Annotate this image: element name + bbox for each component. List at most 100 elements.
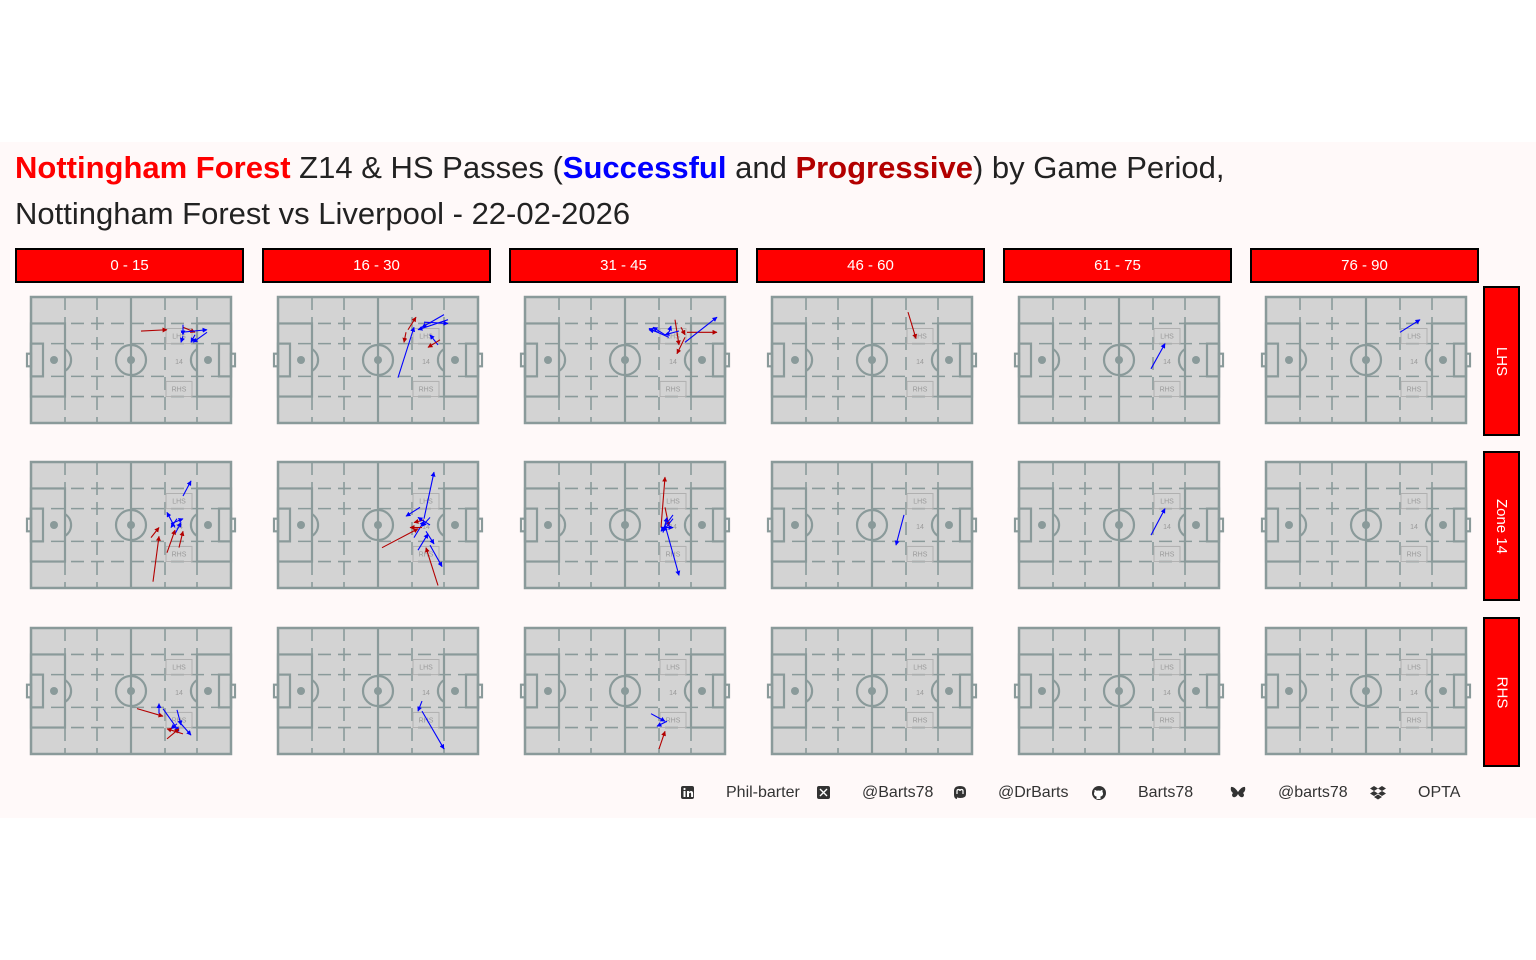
penalty-spot-right (1439, 687, 1447, 695)
zone-box-lhs (1400, 328, 1428, 345)
zone-box-lhs (906, 659, 934, 676)
successful-pass-arrow (179, 335, 185, 343)
goal-left (766, 517, 774, 533)
zone-label-rhs: RHS (1160, 551, 1175, 558)
zone-box-lhs (1400, 659, 1428, 676)
centre-circle (608, 508, 642, 542)
zone-box-lhs (165, 493, 193, 510)
progressive-pass-arrow (660, 476, 668, 528)
zone-strip-zone14: Zone 14 (1483, 451, 1520, 601)
zone-label-lhs: LHS (419, 499, 433, 506)
zone-label-lhs: LHS (913, 334, 927, 341)
penalty-spot-left (791, 521, 799, 529)
successful-pass-arrow (429, 544, 443, 568)
successful-pass-arrow (192, 331, 208, 343)
penalty-arc-right (189, 679, 198, 703)
zone-box-lhs (1153, 659, 1181, 676)
progressive-pass-arrow (150, 527, 160, 538)
zone-label-14: 14 (1410, 359, 1418, 366)
penalty-arc-right (436, 679, 445, 703)
zone-label-lhs: LHS (1160, 665, 1174, 672)
penalty-spot-right (204, 687, 212, 695)
zone-label-14: 14 (1410, 524, 1418, 531)
bluesky-icon (1230, 786, 1246, 798)
penalty-spot-left (1038, 356, 1046, 364)
penalty-spot-right (945, 687, 953, 695)
successful-pass-arrow (180, 723, 192, 736)
zone-label-14: 14 (422, 690, 430, 697)
successful-pass-arrow (667, 325, 673, 333)
centre-spot (1362, 687, 1370, 695)
penalty-arc-right (930, 679, 939, 703)
successful-pass-arrow (429, 334, 439, 346)
goal-right (476, 352, 484, 368)
penalty-arc-right (683, 513, 692, 537)
successful-pass-arrow (660, 514, 674, 532)
centre-circle (855, 674, 889, 708)
penalty-arc-left (558, 348, 567, 372)
zone-label-rhs: RHS (666, 386, 681, 393)
zone-strip-rhs: RHS (1483, 617, 1520, 767)
zone-box-lhs (659, 328, 687, 345)
zone-label-14: 14 (669, 690, 677, 697)
penalty-arc-left (64, 513, 73, 537)
successful-pass-arrow (170, 723, 178, 730)
goal-left (1013, 683, 1021, 699)
footer-bluesky-text: @barts78 (1278, 784, 1348, 801)
penalty-arc-left (311, 348, 320, 372)
zone-label-rhs: RHS (913, 717, 928, 724)
penalty-arc-left (805, 348, 814, 372)
mastodon-icon (954, 786, 966, 799)
goal-right (229, 517, 237, 533)
zone-label-rhs: RHS (419, 717, 434, 724)
goal-right (1217, 683, 1225, 699)
zone-box-lhs (659, 659, 687, 676)
centre-spot (374, 521, 382, 529)
goal-right (229, 683, 237, 699)
penalty-spot-right (1439, 521, 1447, 529)
successful-pass-arrow (664, 524, 681, 576)
zone-label-rhs: RHS (1160, 717, 1175, 724)
progressive-pass-arrow (907, 311, 918, 340)
penalty-spot-right (451, 356, 459, 364)
successful-pass-arrow (176, 709, 183, 726)
penalty-spot-right (1192, 356, 1200, 364)
zone-box-lhs (165, 328, 193, 345)
centre-spot (127, 521, 135, 529)
zone-label-14: 14 (1163, 524, 1171, 531)
penalty-arc-right (1177, 679, 1186, 703)
centre-circle (855, 343, 889, 377)
goal-left (272, 517, 280, 533)
penalty-spot-left (50, 521, 58, 529)
zone-box-rhs (659, 380, 687, 398)
centre-circle (361, 508, 395, 542)
zone-label-14: 14 (175, 359, 183, 366)
title-team: Nottingham Forest (15, 150, 291, 185)
zone-box-lhs (412, 328, 440, 345)
zone-label-lhs: LHS (172, 334, 186, 341)
period-strip-31-45: 31 - 45 (509, 248, 738, 283)
zone-box-lhs (906, 328, 934, 345)
goal-right (1217, 517, 1225, 533)
penalty-arc-left (558, 513, 567, 537)
goal-left (1013, 352, 1021, 368)
zone-label-rhs: RHS (1407, 717, 1422, 724)
centre-spot (374, 356, 382, 364)
penalty-spot-right (1192, 687, 1200, 695)
centre-circle (1102, 508, 1136, 542)
penalty-arc-right (1177, 348, 1186, 372)
goal-left (272, 683, 280, 699)
goal-left (25, 683, 33, 699)
zone-box-lhs (1153, 328, 1181, 345)
title-part1: Z14 & HS Passes ( (290, 150, 563, 185)
progressive-pass-arrow (427, 339, 441, 348)
zone-box-rhs (906, 380, 934, 398)
linkedin-icon (681, 786, 694, 799)
